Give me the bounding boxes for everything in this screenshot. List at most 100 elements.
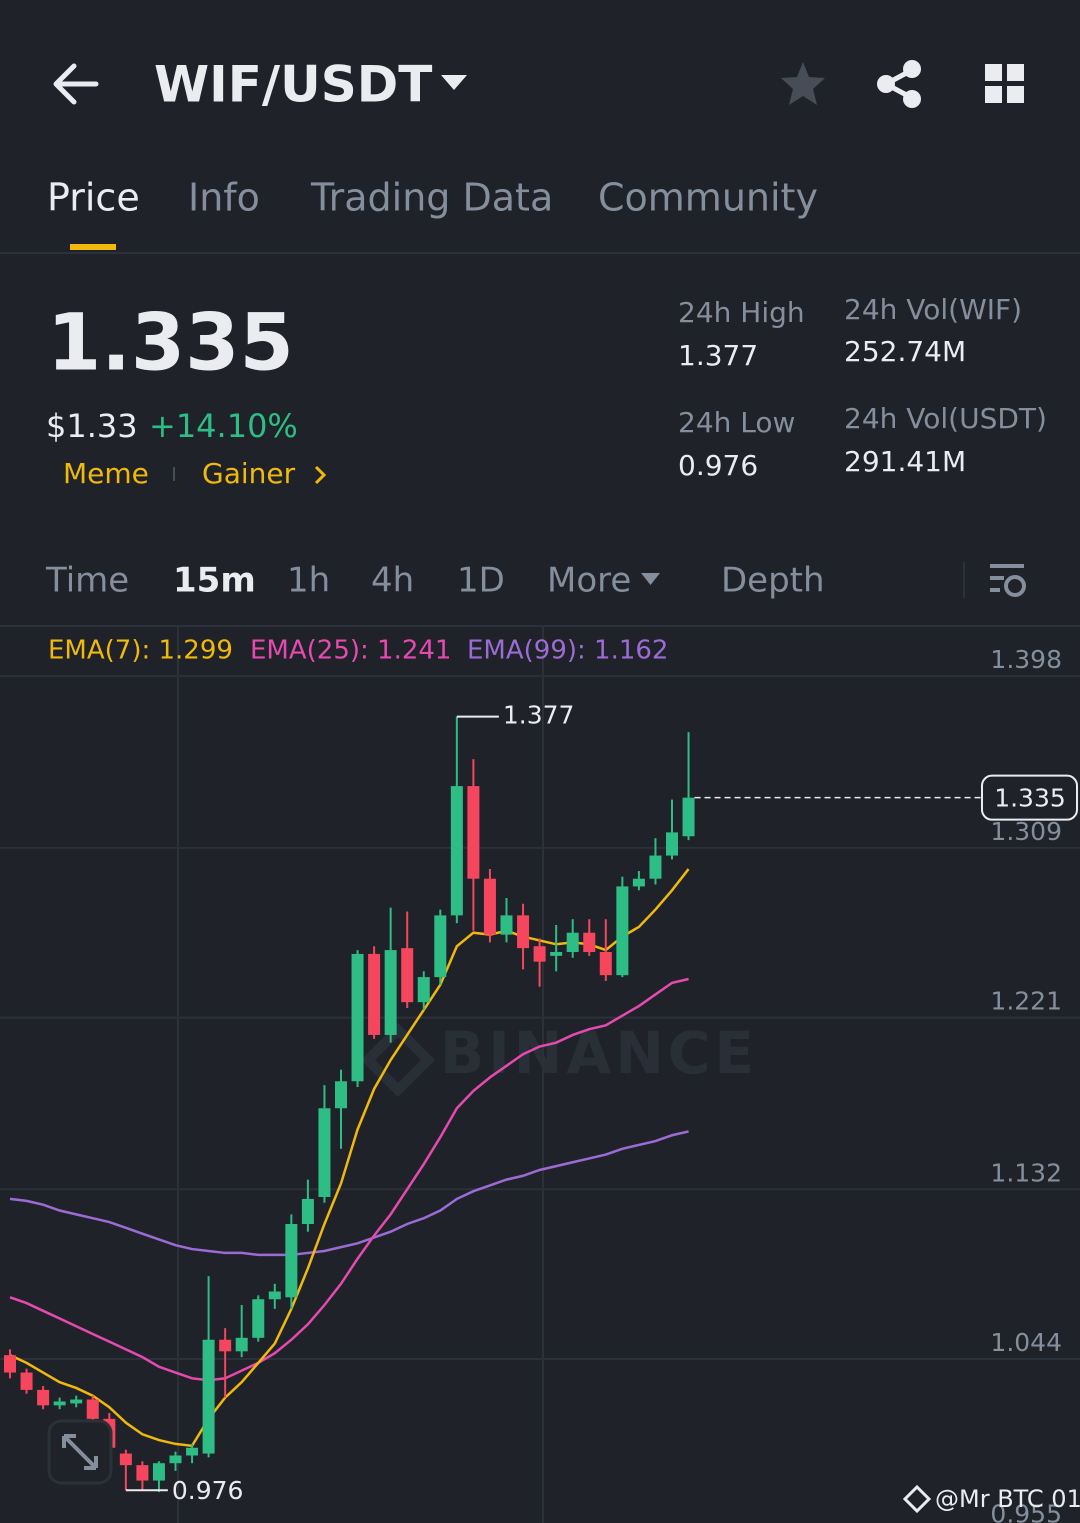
high-label: 1.377	[503, 701, 575, 730]
share-dot	[903, 60, 921, 78]
favorite-star[interactable]	[781, 62, 825, 105]
candle-body	[70, 1399, 83, 1404]
stat-label: 24h High	[678, 296, 805, 329]
candle-body	[169, 1455, 182, 1464]
settings-gear	[1004, 575, 1026, 597]
candle-body	[252, 1299, 265, 1338]
share-dot	[903, 90, 921, 108]
pair-dropdown[interactable]	[441, 75, 467, 90]
share-dot	[877, 75, 895, 93]
candle-body	[235, 1337, 248, 1352]
ema-line	[9, 1130, 689, 1257]
candle-body	[566, 932, 579, 953]
expand-button[interactable]	[47, 1419, 113, 1485]
interval[interactable]: 15m	[173, 561, 256, 601]
candle-body	[384, 950, 397, 1035]
credit: @Mr BTC 01	[935, 1485, 1080, 1513]
candle-body	[368, 953, 381, 1035]
interval[interactable]: 1h	[287, 561, 330, 601]
tab[interactable]: Community	[598, 176, 818, 220]
price-change: +14.10%	[149, 407, 298, 445]
back-button[interactable]	[53, 63, 99, 105]
last-price-tag-label: 1.335	[994, 784, 1066, 813]
tab[interactable]: Trading Data	[310, 176, 553, 220]
candle-body	[632, 878, 645, 887]
watermark-logo	[360, 1022, 436, 1098]
candle-body	[434, 915, 447, 978]
tag[interactable]: Meme	[63, 457, 149, 490]
tag[interactable]: Gainer	[202, 457, 296, 490]
candle-body	[533, 946, 546, 962]
ema-legend: EMA(25): 1.241	[250, 636, 451, 666]
y-tick-label: 0.955	[990, 1500, 1062, 1523]
y-tick-label: 1.309	[990, 817, 1062, 846]
candle-body	[666, 832, 678, 856]
tab[interactable]: Info	[188, 176, 260, 220]
candle-body	[599, 952, 612, 976]
candle-body	[583, 932, 596, 953]
y-tick-label: 1.221	[990, 987, 1062, 1016]
stat-value: 252.74M	[844, 335, 966, 368]
share-button[interactable]	[877, 60, 921, 108]
tab-indicator	[70, 244, 116, 250]
candle-body	[335, 1081, 347, 1109]
expand-icon	[62, 1434, 98, 1470]
stat-label: 24h Vol(USDT)	[844, 402, 1047, 435]
candle-body	[202, 1339, 215, 1454]
interval[interactable]: 1D	[457, 561, 505, 601]
tag-chevron[interactable]	[314, 465, 327, 485]
candle-body	[467, 786, 480, 879]
credit-logo	[902, 1484, 932, 1514]
candle-body	[517, 915, 530, 949]
candle-body	[119, 1453, 132, 1466]
candlestick-chart: 1.398 1.309 1.221 1.132 1.044 0.955 EMA(7): 1.…	[0, 636, 1080, 1523]
chart-settings[interactable]	[990, 564, 1026, 597]
grid-cell	[985, 64, 1002, 81]
stat-label: 24h Vol(WIF)	[844, 293, 1022, 326]
stat-label: 24h Low	[678, 406, 795, 439]
watermark-text: BINANCE	[440, 1019, 758, 1087]
settings-bar	[990, 576, 1004, 580]
candle-body	[401, 948, 414, 1003]
ema-legend: EMA(99): 1.162	[467, 636, 668, 666]
interval[interactable]: More	[547, 561, 631, 601]
interval[interactable]: Depth	[721, 561, 825, 601]
grid-menu[interactable]	[985, 64, 1024, 103]
settings-bar	[990, 588, 1000, 592]
candle-body	[682, 797, 695, 837]
candle-body	[550, 952, 563, 956]
y-tick-label: 1.398	[990, 645, 1062, 674]
grid-cell	[1007, 86, 1024, 103]
back-arrow	[53, 63, 99, 105]
ema-legend: EMA(7): 1.299	[48, 636, 233, 666]
low-label: 0.976	[172, 1476, 244, 1505]
candle-body	[4, 1355, 16, 1373]
interval[interactable]: Time	[45, 561, 129, 601]
more-dropdown[interactable]	[641, 573, 660, 585]
stat-value: 291.41M	[844, 445, 966, 478]
candle-body	[301, 1198, 314, 1224]
last-price: 1.335	[47, 298, 294, 388]
candle-body	[186, 1447, 199, 1456]
last-price-tag	[981, 774, 1078, 821]
tab[interactable]: Price	[47, 176, 140, 220]
candle-body	[53, 1401, 66, 1406]
candle-body	[649, 855, 662, 879]
stat-value: 1.377	[678, 339, 758, 372]
candle-body	[500, 915, 513, 935]
candle-body	[616, 886, 629, 976]
candle-body	[417, 977, 430, 1003]
candle-body	[86, 1399, 99, 1419]
grid-cell	[1007, 64, 1024, 81]
y-tick-label: 1.044	[990, 1328, 1062, 1357]
candle-body	[37, 1389, 50, 1406]
ema-line	[9, 977, 689, 1382]
candle-body	[351, 953, 364, 1082]
interval[interactable]: 4h	[371, 561, 414, 601]
pair-title[interactable]: WIF/USDT	[154, 56, 432, 114]
y-tick-label: 1.132	[990, 1158, 1062, 1187]
candle-body	[152, 1463, 165, 1481]
